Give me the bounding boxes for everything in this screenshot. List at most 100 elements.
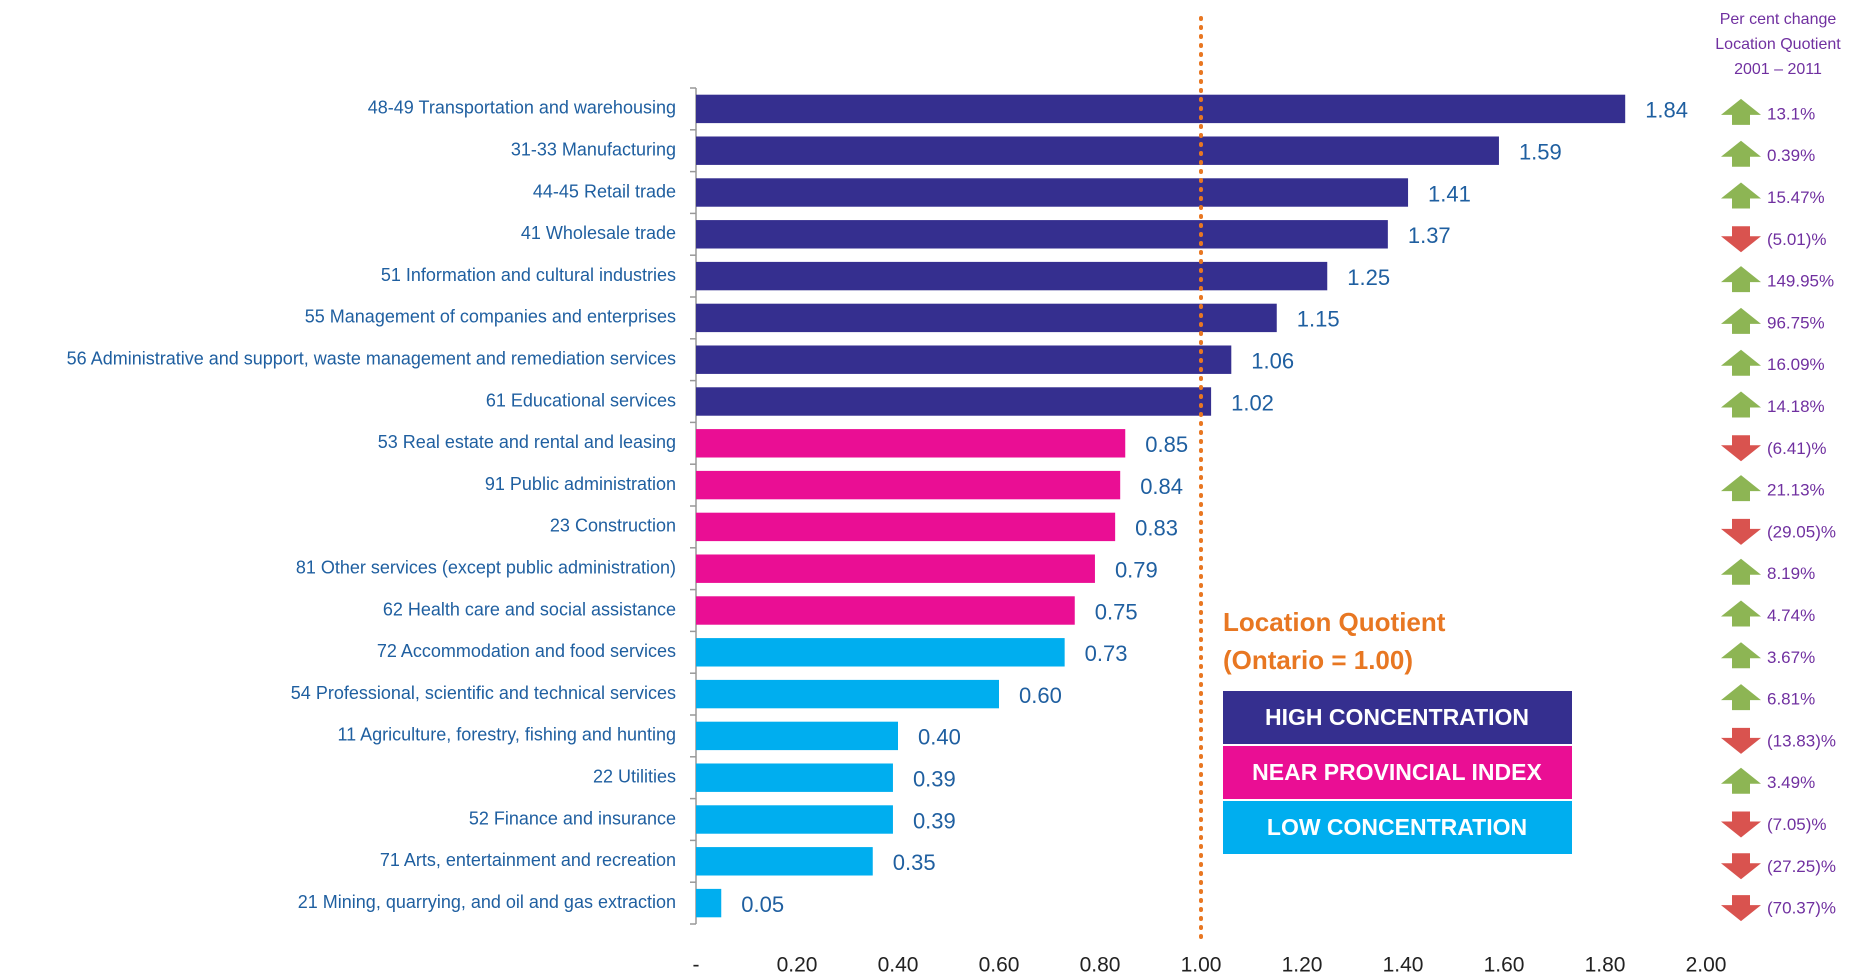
category-label: 53 Real estate and rental and leasing (378, 432, 676, 452)
value-label: 0.85 (1145, 432, 1188, 457)
change-label: 3.49% (1767, 773, 1815, 792)
category-label: 21 Mining, quarrying, and oil and gas ex… (298, 892, 676, 912)
category-label: 52 Finance and insurance (469, 808, 676, 828)
bar (696, 345, 1232, 374)
bar (696, 512, 1116, 542)
bar (696, 303, 1277, 333)
change-arrow (1721, 435, 1761, 462)
category-label: 22 Utilities (593, 766, 676, 786)
change-arrow (1721, 853, 1761, 880)
change-label: (27.25)% (1767, 857, 1836, 876)
legend-swatch (1223, 746, 1572, 799)
category-label: 56 Administrative and support, waste man… (67, 348, 676, 368)
change-label: (29.05)% (1767, 522, 1836, 541)
change-arrow (1721, 767, 1761, 794)
legend-label: LOW CONCENTRATION (1267, 814, 1527, 840)
x-tick-label: 0.60 (979, 954, 1020, 976)
change-label: 6.81% (1767, 690, 1815, 709)
value-label: 1.59 (1519, 140, 1562, 165)
change-label: 14.18% (1767, 397, 1825, 416)
x-tick-label: 1.00 (1181, 954, 1222, 976)
bar (696, 679, 999, 709)
bar (696, 178, 1409, 207)
category-label: 48-49 Transportation and warehousing (368, 98, 676, 118)
value-label: 0.40 (918, 725, 961, 750)
change-label: 15.47% (1767, 188, 1825, 207)
category-label: 71 Arts, entertainment and recreation (380, 850, 676, 870)
change-label: (70.37)% (1767, 899, 1836, 918)
value-label: 0.35 (893, 850, 936, 875)
change-arrow (1721, 558, 1761, 585)
change-arrow (1721, 140, 1761, 167)
category-label: 55 Management of companies and enterpris… (305, 307, 676, 327)
change-arrow (1721, 642, 1761, 669)
x-tick-label: 1.80 (1585, 954, 1626, 976)
change-arrow (1721, 226, 1761, 253)
value-label: 1.15 (1297, 307, 1340, 332)
bar (696, 554, 1095, 583)
value-label: 0.39 (913, 808, 956, 833)
value-label: 0.05 (741, 892, 784, 917)
category-label: 61 Educational services (486, 390, 676, 410)
x-tick-label: - (693, 954, 700, 976)
bar (696, 136, 1499, 165)
value-label: 1.02 (1231, 390, 1274, 415)
legend-label: NEAR PROVINCIAL INDEX (1252, 759, 1542, 785)
bar (696, 888, 722, 918)
bar (696, 596, 1075, 625)
bar (696, 805, 893, 834)
annotation: Location Quotient (1223, 607, 1446, 637)
change-arrow (1721, 349, 1761, 376)
change-arrow (1721, 266, 1761, 293)
value-label: 0.39 (913, 767, 956, 792)
change-label: (6.41)% (1767, 439, 1827, 458)
bar (696, 220, 1388, 249)
change-arrow (1721, 811, 1761, 838)
change-arrow (1721, 391, 1761, 418)
value-label: 0.84 (1140, 474, 1183, 499)
category-label: 41 Wholesale trade (521, 223, 676, 243)
bar (696, 470, 1121, 500)
change-arrow (1721, 684, 1761, 711)
change-label: 0.39% (1767, 146, 1815, 165)
change-label: 8.19% (1767, 564, 1815, 583)
change-label: (7.05)% (1767, 815, 1827, 834)
change-arrow (1721, 518, 1761, 545)
x-tick-label: 1.20 (1282, 954, 1323, 976)
category-label: 51 Information and cultural industries (381, 265, 676, 285)
category-label: 91 Public administration (485, 474, 676, 494)
category-label: 11 Agriculture, forestry, fishing and hu… (337, 725, 676, 745)
annotation: (Ontario = 1.00) (1223, 645, 1413, 675)
category-label: 31-33 Manufacturing (511, 139, 676, 159)
x-tick-label: 1.60 (1484, 954, 1525, 976)
x-tick-label: 0.80 (1080, 954, 1121, 976)
category-label: 81 Other services (except public adminis… (296, 557, 676, 577)
bar (696, 763, 893, 792)
category-label: 62 Health care and social assistance (383, 599, 676, 619)
value-label: 1.41 (1428, 181, 1471, 206)
category-label: 54 Professional, scientific and technica… (291, 683, 676, 703)
change-arrow (1721, 98, 1761, 125)
value-label: 1.37 (1408, 223, 1451, 248)
x-tick-label: 2.00 (1686, 954, 1727, 976)
change-arrow (1721, 600, 1761, 627)
value-label: 0.75 (1095, 599, 1138, 624)
x-tick-label: 1.40 (1383, 954, 1424, 976)
change-label: 16.09% (1767, 355, 1825, 374)
legend-swatch (1223, 801, 1572, 854)
bar (696, 261, 1328, 291)
value-label: 0.73 (1085, 641, 1128, 666)
bar (696, 638, 1065, 667)
column-header: Location Quotient (1715, 36, 1841, 53)
category-label: 44-45 Retail trade (533, 181, 676, 201)
change-arrow (1721, 475, 1761, 502)
change-arrow (1721, 182, 1761, 209)
change-arrow (1721, 895, 1761, 922)
value-label: 0.83 (1135, 516, 1178, 541)
legend-label: HIGH CONCENTRATION (1265, 704, 1529, 730)
bar (696, 94, 1626, 124)
change-arrow (1721, 307, 1761, 334)
change-label: 4.74% (1767, 606, 1815, 625)
x-tick-label: 0.40 (878, 954, 919, 976)
value-label: 1.25 (1347, 265, 1390, 290)
